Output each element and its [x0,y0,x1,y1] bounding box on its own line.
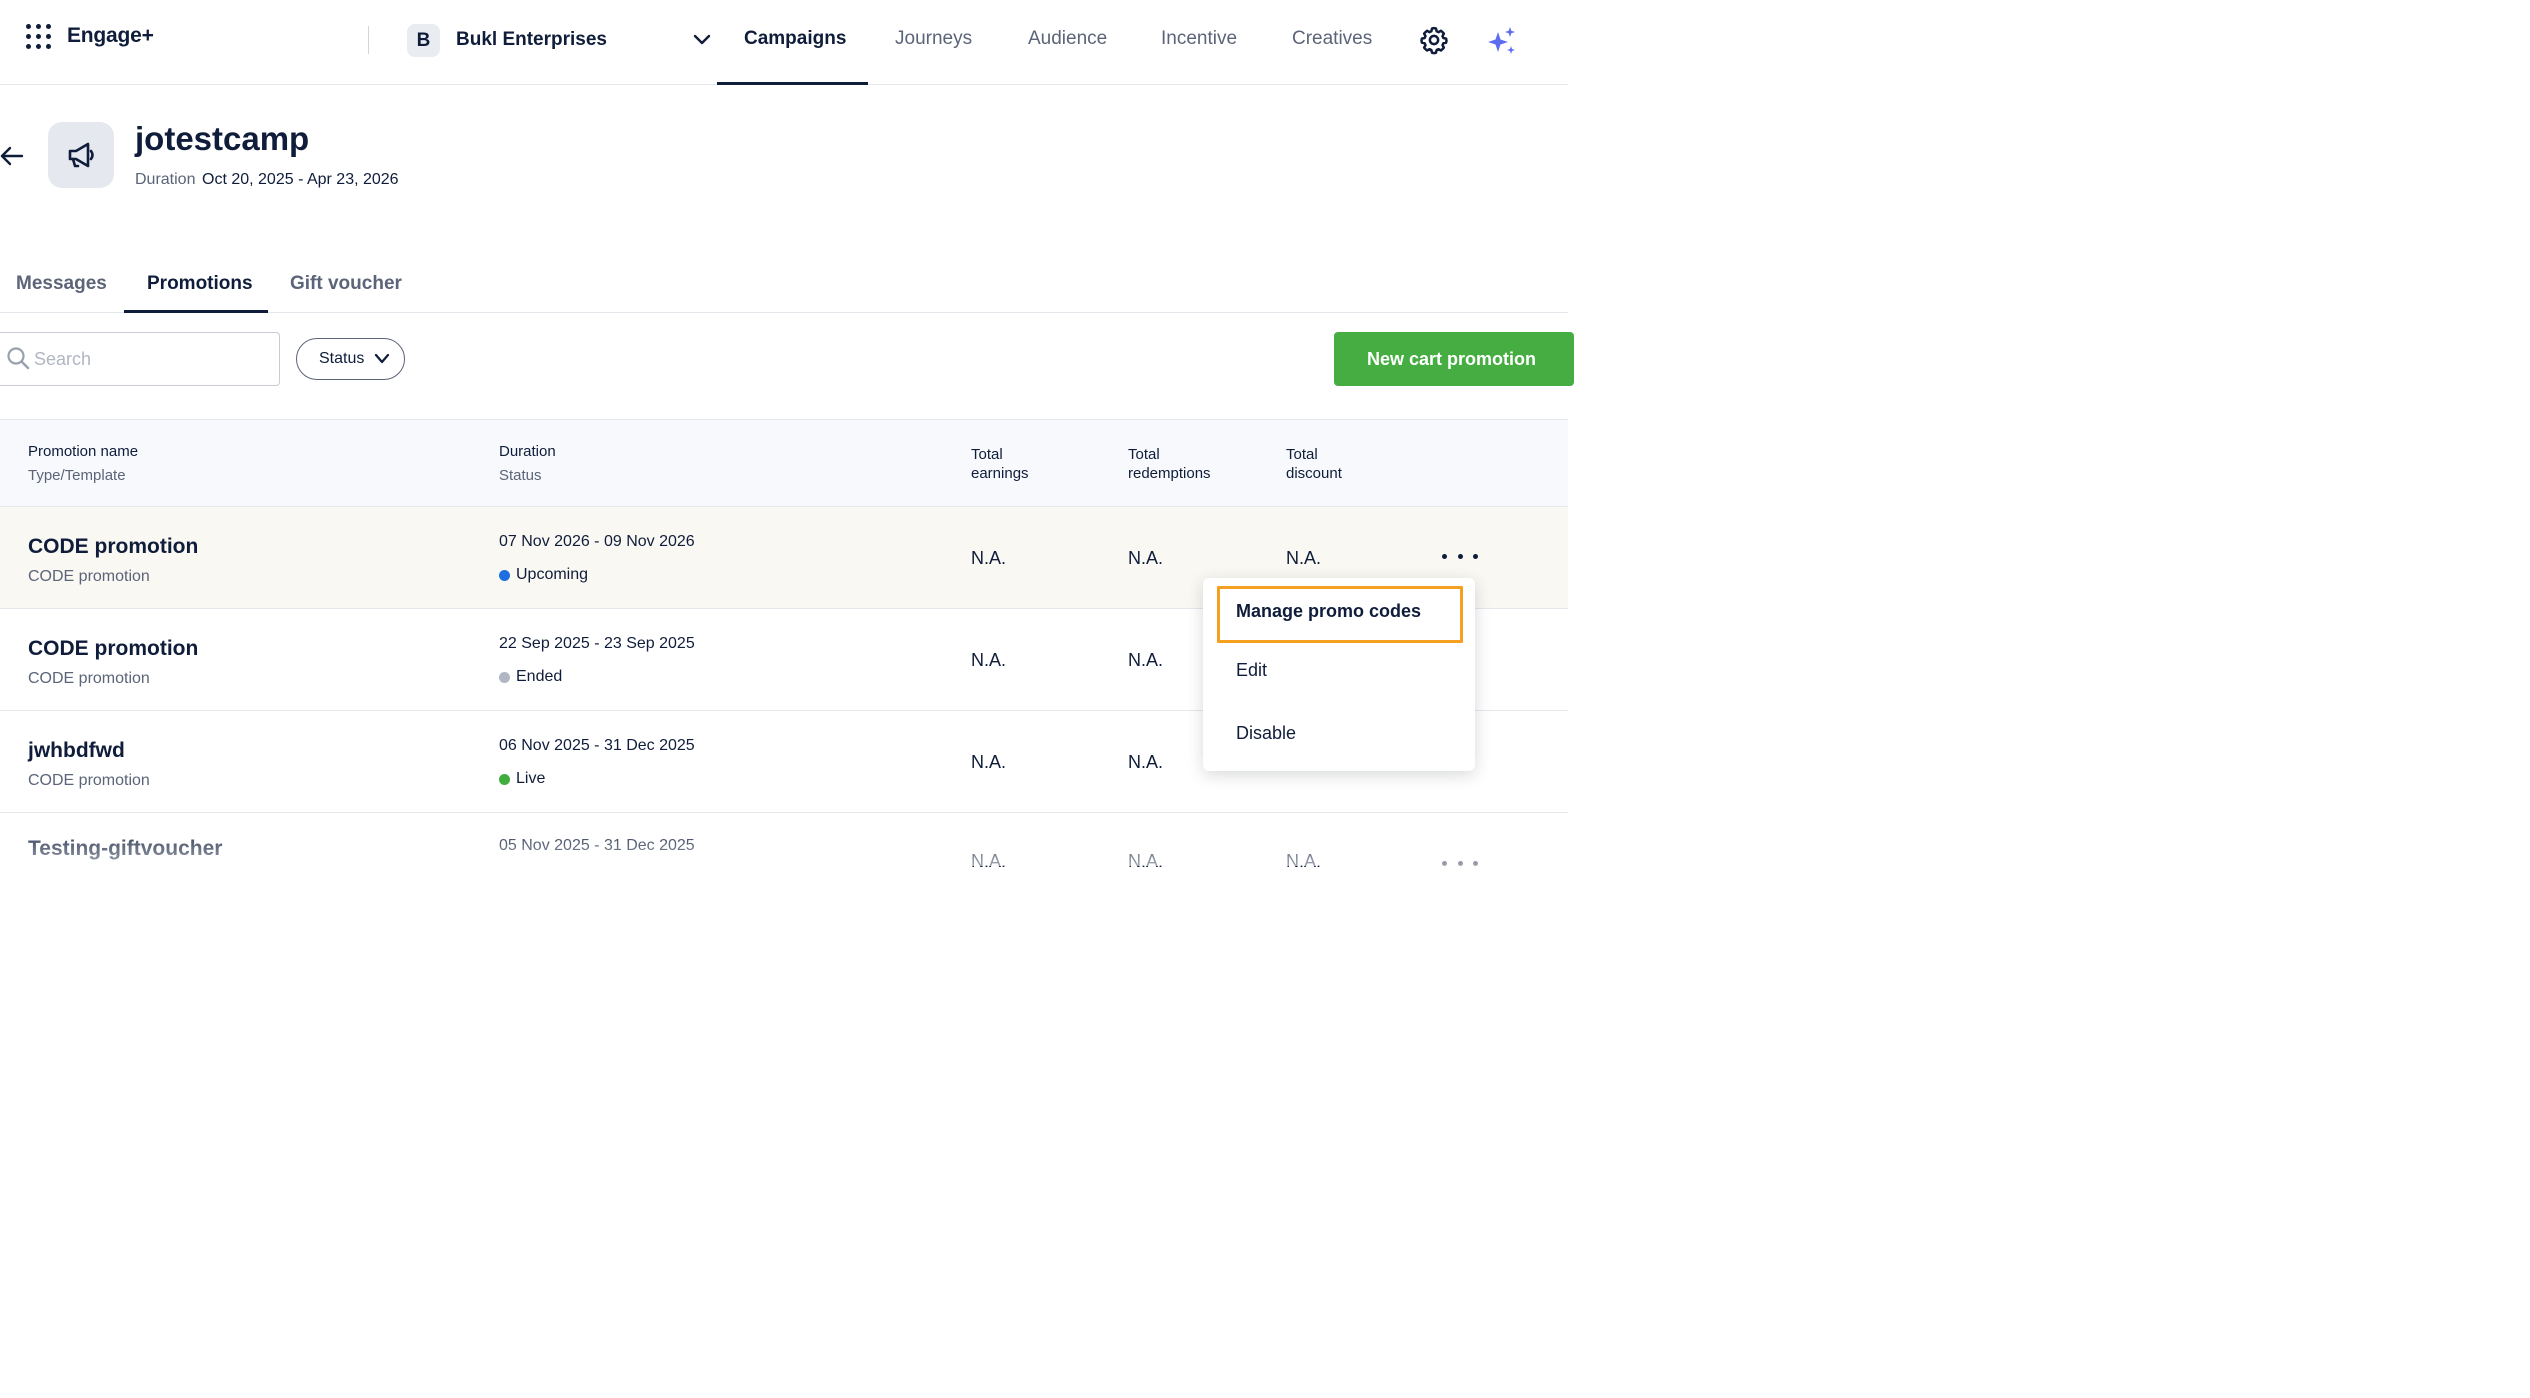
header-redemptions-line1: Total [1128,446,1160,463]
promotion-name[interactable]: Testing-giftvoucher [28,837,223,860]
promotion-duration: 05 Nov 2025 - 31 Dec 2025 [499,837,695,854]
new-cart-promotion-button[interactable]: New cart promotion [1334,332,1574,386]
promotion-type: CODE promotion [28,772,150,789]
header-earnings-line1: Total [971,446,1003,463]
nav-journeys[interactable]: Journeys [895,28,973,49]
total-earnings: N.A. [971,851,1007,871]
status-filter-label: Status [319,350,365,367]
promotion-name[interactable]: CODE promotion [28,637,199,660]
nav-audience[interactable]: Audience [1028,28,1108,49]
nav-active-indicator [717,82,868,85]
nav-incentive[interactable]: Incentive [1161,28,1238,49]
campaign-icon-tile [48,122,114,188]
tab-promotions[interactable]: Promotions [147,273,253,294]
status-dot [499,773,510,785]
header-duration[interactable]: Duration Status [499,442,556,485]
status-label: Ended [516,668,563,685]
campaign-title: jotestcamp [135,120,310,157]
top-navigation-bar: Engage+ B Bukl Enterprises Campaigns Jou… [0,0,1568,85]
menu-item-highlight [1217,586,1463,643]
app-name: Engage+ [67,24,154,47]
promotion-type: CODE promotion [28,670,150,687]
status-badge: Upcoming [499,566,588,584]
status-dot [499,671,510,683]
tabs-divider [0,312,1568,313]
total-redemptions: N.A. [1128,548,1164,568]
table-row[interactable]: Testing-giftvoucher 05 Nov 2025 - 31 Dec… [0,813,1568,915]
header-discount-line1: Total [1286,446,1318,463]
total-redemptions: N.A. [1128,650,1164,670]
more-options-icon[interactable] [1442,550,1478,562]
nav-divider [368,26,369,54]
duration-value: Oct 20, 2025 - Apr 23, 2026 [202,171,399,188]
promotion-type: CODE promotion [28,568,150,585]
promotion-duration: 22 Sep 2025 - 23 Sep 2025 [499,635,695,652]
duration-label: Duration [135,171,196,188]
header-total-discount[interactable]: Total discount [1286,445,1342,483]
total-discount: N.A. [1286,851,1322,871]
total-redemptions: N.A. [1128,752,1164,772]
header-redemptions-line2: redemptions [1128,465,1211,482]
promotion-duration: 07 Nov 2026 - 09 Nov 2026 [499,533,695,550]
nav-campaigns[interactable]: Campaigns [744,28,847,49]
chevron-down-icon [374,353,390,364]
menu-item-edit[interactable]: Edit [1236,660,1268,680]
menu-item-disable[interactable]: Disable [1236,723,1297,743]
menu-item-manage-promo-codes[interactable]: Manage promo codes [1236,601,1422,621]
total-redemptions: N.A. [1128,851,1164,871]
status-badge: Ended [499,668,562,686]
org-name[interactable]: Bukl Enterprises [456,29,607,50]
header-total-redemptions[interactable]: Total redemptions [1128,445,1211,483]
tab-gift-voucher[interactable]: Gift voucher [290,273,402,294]
header-promotion-name[interactable]: Promotion name Type/Template [28,442,138,485]
row-actions-menu: Manage promo codes Edit Disable [1203,578,1475,771]
total-earnings: N.A. [971,752,1007,772]
header-name-main: Promotion name [28,443,139,460]
promotion-name[interactable]: CODE promotion [28,535,199,558]
search-input[interactable] [34,344,264,374]
header-discount-line2: discount [1286,465,1342,482]
header-total-earnings[interactable]: Total earnings [971,445,1029,483]
nav-creatives[interactable]: Creatives [1292,28,1373,49]
tab-active-indicator [124,310,268,313]
status-label: Upcoming [516,566,589,583]
status-filter-button[interactable]: Status [296,338,405,380]
status-label: Live [516,770,546,787]
new-cart-promotion-label: New cart promotion [1367,348,1537,369]
megaphone-icon [68,142,94,168]
header-duration-sub: Status [499,467,542,484]
header-name-sub: Type/Template [28,467,126,484]
ai-sparkle-icon[interactable] [1485,24,1519,58]
header-duration-main: Duration [499,443,556,460]
total-earnings: N.A. [971,650,1007,670]
status-badge: Live [499,770,545,788]
back-arrow-icon[interactable] [0,144,24,168]
total-discount: N.A. [1286,548,1322,568]
table-header: Promotion name Type/Template Duration St… [0,419,1568,507]
search-icon [7,347,30,370]
status-dot [499,569,510,581]
total-earnings: N.A. [971,548,1007,568]
org-avatar[interactable]: B [407,24,440,57]
gear-icon[interactable] [1419,25,1449,55]
promotion-duration: 06 Nov 2025 - 31 Dec 2025 [499,737,695,754]
more-options-icon[interactable] [1442,857,1478,869]
app-launcher-grid-icon[interactable] [26,24,52,50]
tab-messages[interactable]: Messages [16,273,107,294]
header-earnings-line2: earnings [971,465,1029,482]
promotion-name[interactable]: jwhbdfwd [28,739,125,762]
chevron-down-icon[interactable] [692,32,712,48]
